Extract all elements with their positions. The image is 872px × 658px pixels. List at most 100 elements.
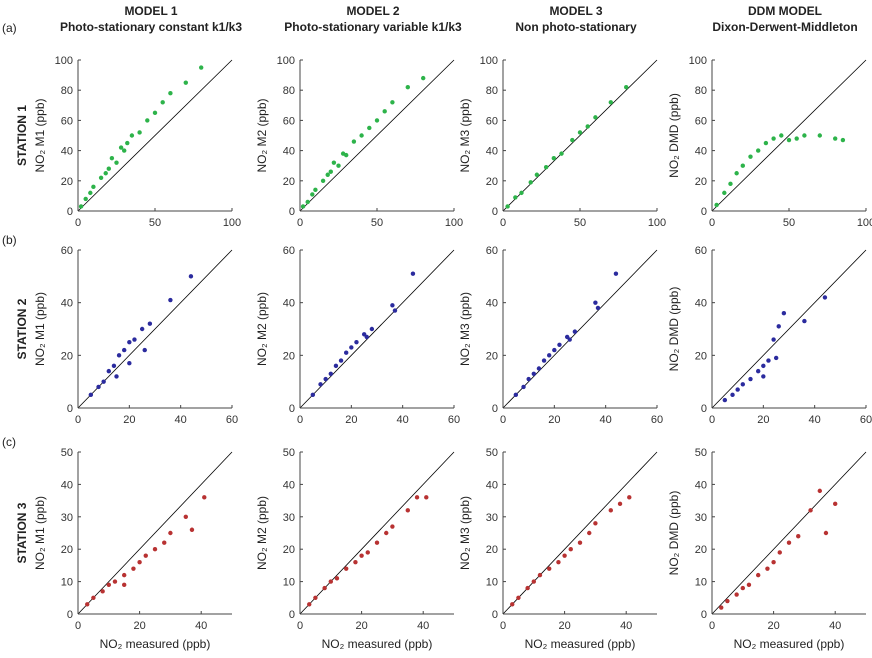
- point: [547, 353, 552, 358]
- point: [367, 125, 372, 131]
- column-title: MODEL 3: [549, 4, 602, 18]
- point: [617, 501, 623, 507]
- point: [331, 160, 337, 165]
- y-tick-label: 0: [701, 609, 707, 621]
- row-label: STATION 1: [15, 105, 29, 166]
- point: [734, 592, 739, 597]
- point: [734, 171, 739, 176]
- point: [160, 100, 165, 105]
- point: [531, 371, 536, 376]
- point: [776, 324, 781, 329]
- point: [748, 154, 753, 159]
- y-tick-label: 0: [289, 609, 295, 621]
- point: [114, 374, 119, 379]
- point: [405, 508, 410, 513]
- y-axis-label: NO₂ M1 (ppb): [33, 496, 47, 570]
- point: [199, 65, 204, 70]
- point: [740, 585, 745, 591]
- y-tick-label: 20: [695, 176, 707, 188]
- point: [152, 547, 158, 552]
- point: [322, 585, 327, 591]
- y-tick-label: 60: [695, 245, 707, 257]
- point: [390, 100, 395, 105]
- point: [593, 521, 598, 526]
- point: [359, 553, 364, 558]
- point: [323, 376, 328, 382]
- y-tick-label: 40: [283, 479, 295, 491]
- point: [567, 337, 572, 342]
- y-tick-label: 50: [486, 447, 498, 459]
- point: [577, 130, 583, 135]
- point: [310, 392, 316, 398]
- y-tick-label: 100: [480, 55, 498, 67]
- point: [344, 152, 349, 158]
- row-tag: (b): [2, 233, 17, 247]
- point: [334, 576, 340, 581]
- point: [771, 136, 776, 141]
- point: [541, 358, 547, 363]
- point: [162, 540, 167, 545]
- y-tick-label: 80: [695, 85, 707, 97]
- x-tick-label: 60: [448, 414, 460, 426]
- y-tick-label: 30: [283, 512, 295, 524]
- point: [354, 339, 359, 345]
- y-axis-label: NO₂ DMD (ppb): [667, 287, 681, 372]
- point: [145, 118, 150, 123]
- x-tick-label: 40: [417, 620, 429, 632]
- point: [106, 582, 112, 588]
- point: [106, 166, 112, 171]
- point: [771, 337, 776, 342]
- identity-line: [711, 451, 867, 615]
- y-tick-label: 0: [701, 403, 707, 415]
- column-subtitle: Non photo-stationary: [515, 20, 637, 34]
- point: [336, 163, 341, 168]
- x-tick-label: 40: [829, 620, 841, 632]
- y-tick-label: 60: [283, 245, 295, 257]
- point: [384, 530, 389, 536]
- point: [410, 271, 416, 276]
- point: [779, 133, 784, 138]
- point: [390, 303, 395, 308]
- identity-line: [77, 249, 233, 409]
- point: [137, 130, 142, 135]
- point: [325, 172, 330, 177]
- point: [421, 75, 426, 81]
- point: [756, 148, 761, 153]
- y-tick-label: 40: [61, 298, 73, 310]
- identity-line: [77, 451, 233, 615]
- x-tick-label: 0: [75, 620, 81, 632]
- point: [513, 195, 518, 200]
- y-tick-label: 0: [289, 206, 295, 218]
- point: [595, 305, 601, 311]
- point: [557, 342, 562, 347]
- point: [534, 172, 540, 177]
- x-axis-label: NO₂ measured (ppb): [734, 637, 845, 651]
- point: [781, 311, 787, 316]
- x-tick-label: 0: [297, 217, 303, 229]
- x-axis-label: NO₂ measured (ppb): [100, 637, 211, 651]
- y-tick-label: 0: [67, 206, 73, 218]
- y-tick-label: 40: [695, 146, 707, 158]
- x-tick-label: 0: [75, 217, 81, 229]
- point: [83, 196, 88, 202]
- column-subtitle: Dixon-Derwent-Middleton: [712, 20, 857, 34]
- identity-line: [502, 451, 658, 615]
- identity-line: [77, 59, 233, 212]
- point: [796, 534, 801, 539]
- point: [505, 204, 510, 209]
- y-tick-label: 10: [61, 577, 73, 589]
- point: [88, 190, 93, 196]
- y-axis-label: NO₂ M2 (ppb): [255, 98, 269, 172]
- point: [593, 115, 598, 120]
- x-tick-label: 100: [648, 217, 666, 229]
- point: [756, 572, 761, 578]
- point: [516, 595, 521, 600]
- point: [613, 271, 619, 276]
- point: [122, 347, 127, 353]
- point: [756, 368, 761, 374]
- point: [359, 133, 364, 138]
- y-tick-label: 60: [695, 115, 707, 127]
- point: [382, 109, 387, 114]
- point: [722, 397, 728, 403]
